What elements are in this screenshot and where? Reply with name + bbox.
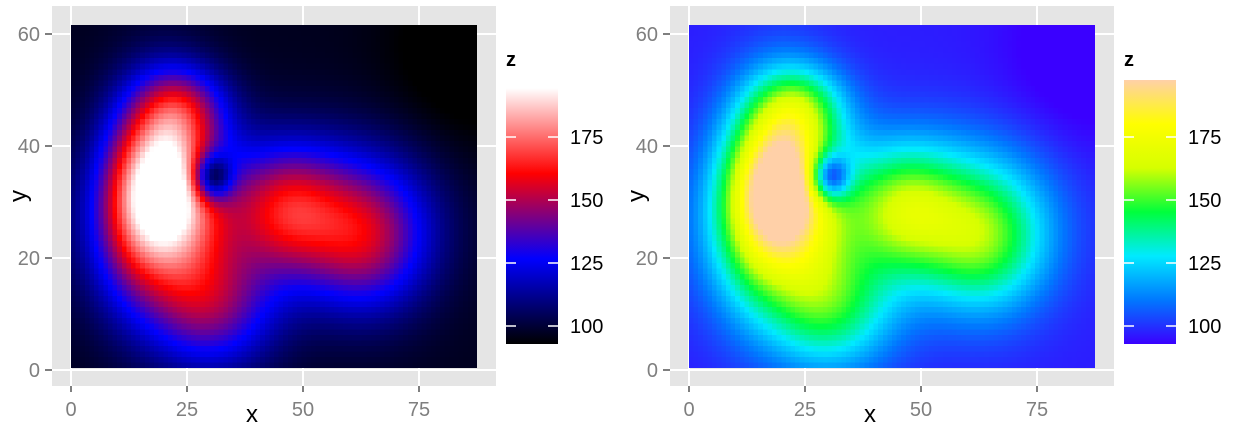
y-tick-label: 20 [18, 248, 40, 270]
x-tick-label: 25 [794, 399, 816, 421]
legend-2-break-label: 100 [1188, 316, 1221, 338]
legend-1-break-label: 125 [570, 253, 603, 275]
x-tick-label: 25 [176, 399, 198, 421]
x-tick-label: 50 [910, 399, 932, 421]
heatmap-2-raster [689, 25, 1095, 368]
legend-2-tick-marks [1124, 136, 1176, 327]
x-tick-label: 0 [65, 399, 76, 421]
legend-1-break-label: 175 [570, 127, 603, 149]
x-tick-label: 75 [1026, 399, 1048, 421]
panel-2-x-ticks [688, 386, 1038, 392]
y-tick-label: 40 [636, 136, 658, 158]
x-tick-label: 50 [292, 399, 314, 421]
heatmap-1-raster [71, 25, 477, 368]
y-tick-label: 0 [647, 360, 658, 382]
y-tick-label: 0 [29, 360, 40, 382]
legend-2-colorbar-background [1124, 80, 1176, 344]
panel-1-x-ticks [70, 386, 420, 392]
legend-1-colorbar-background [506, 88, 558, 344]
chart-2: 60 40 20 0 0 25 50 75 x y z 100 125 150 … [623, 6, 1221, 428]
legend-2-break-label: 125 [1188, 253, 1221, 275]
legend-2-break-label: 150 [1188, 190, 1221, 212]
y-axis-title: y [5, 190, 32, 202]
legend-2-title: z [1124, 49, 1134, 71]
legend-1-break-label: 100 [570, 316, 603, 338]
legend-1-break-label: 150 [570, 190, 603, 212]
x-axis-title: x [864, 401, 876, 428]
legend-1-title: z [506, 49, 516, 71]
y-tick-label: 60 [636, 24, 658, 46]
chart-1: 60 40 20 0 0 25 50 75 x y z 100 125 150 … [5, 6, 603, 428]
panel-1-y-ticks [45, 33, 52, 371]
y-tick-label: 20 [636, 248, 658, 270]
y-axis-title: y [623, 190, 650, 202]
y-tick-label: 60 [18, 24, 40, 46]
x-tick-label: 0 [683, 399, 694, 421]
legend-2-break-label: 175 [1188, 127, 1221, 149]
y-tick-label: 40 [18, 136, 40, 158]
panel-2-y-ticks [663, 33, 670, 371]
legend-1-tick-marks [506, 136, 558, 327]
x-axis-title: x [246, 401, 258, 428]
x-tick-label: 75 [408, 399, 430, 421]
